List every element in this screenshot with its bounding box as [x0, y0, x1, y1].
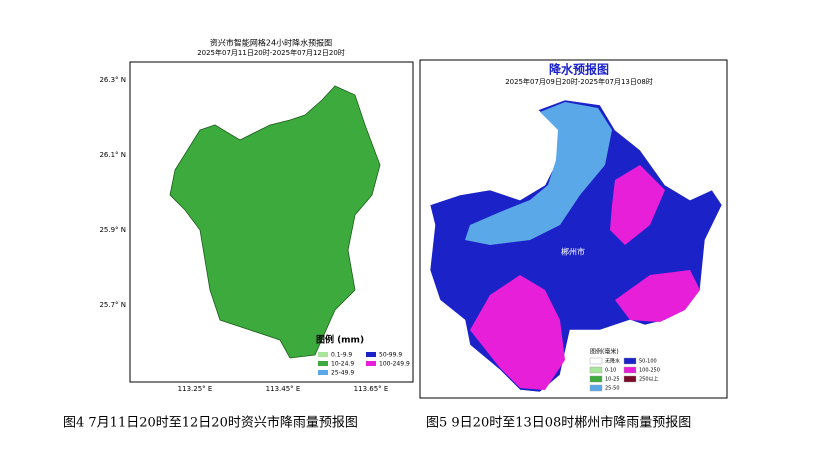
- legend-label: 0-10: [605, 368, 616, 374]
- caption: 图5 9日20时至13日08时郴州市降雨量预报图: [426, 415, 691, 431]
- lat-label: 26.3° N: [99, 76, 126, 84]
- lon-label: 113.25° E: [178, 385, 213, 393]
- legend-swatch: [589, 375, 603, 383]
- legend-label: 250以上: [639, 376, 659, 383]
- legend-label: 25-50: [605, 386, 620, 392]
- map-title: 资兴市智能网格24小时降水预报图: [210, 38, 332, 48]
- legend-label: 25-49.9: [331, 370, 354, 377]
- lon-label: 113.45° E: [266, 385, 301, 393]
- legend-swatch: [318, 361, 328, 366]
- legend-swatch: [589, 357, 603, 365]
- map-subtitle: 2025年07月09日20时-2025年07月13日08时: [505, 77, 653, 86]
- map-title: 降水预报图: [549, 62, 609, 77]
- lon-label: 113.65° E: [354, 385, 389, 393]
- legend-swatch: [589, 366, 603, 374]
- legend-swatch: [318, 352, 328, 357]
- legend-label: 50-99.9: [379, 352, 402, 359]
- legend-label: 10-25: [605, 377, 620, 383]
- legend-label: 100-250: [639, 368, 660, 374]
- legend-swatch: [366, 361, 376, 366]
- legend-swatch: [623, 366, 637, 374]
- legend-swatch: [623, 357, 637, 365]
- place-label: 郴州市: [561, 247, 585, 257]
- legend-swatch: [589, 384, 603, 392]
- legend-title: 图例(毫米): [590, 348, 619, 356]
- legend-label: 10-24.9: [331, 361, 354, 368]
- legend-label: 100-249.9: [379, 361, 410, 368]
- legend-label: 50-100: [639, 359, 657, 365]
- legend-swatch: [623, 375, 637, 383]
- legend-swatch: [318, 370, 328, 375]
- legend-label: 无降水: [605, 358, 620, 365]
- lat-label: 25.7° N: [99, 301, 126, 309]
- rain-zone: [615, 270, 700, 322]
- lat-label: 25.9° N: [99, 226, 126, 234]
- rain-zone: [465, 102, 612, 245]
- legend-label: 0.1-9.9: [331, 352, 352, 359]
- county-area: [169, 85, 381, 359]
- map-subtitle: 2025年07月11日20时-2025年07月12日20时: [197, 48, 345, 57]
- rain-zone: [610, 165, 665, 245]
- caption: 图4 7月11日20时至12日20时资兴市降雨量预报图: [63, 415, 358, 431]
- legend-title: 图例 (mm): [316, 334, 364, 346]
- rain-zone: [470, 275, 565, 390]
- legend-swatch: [366, 352, 376, 357]
- lat-label: 26.1° N: [99, 151, 126, 159]
